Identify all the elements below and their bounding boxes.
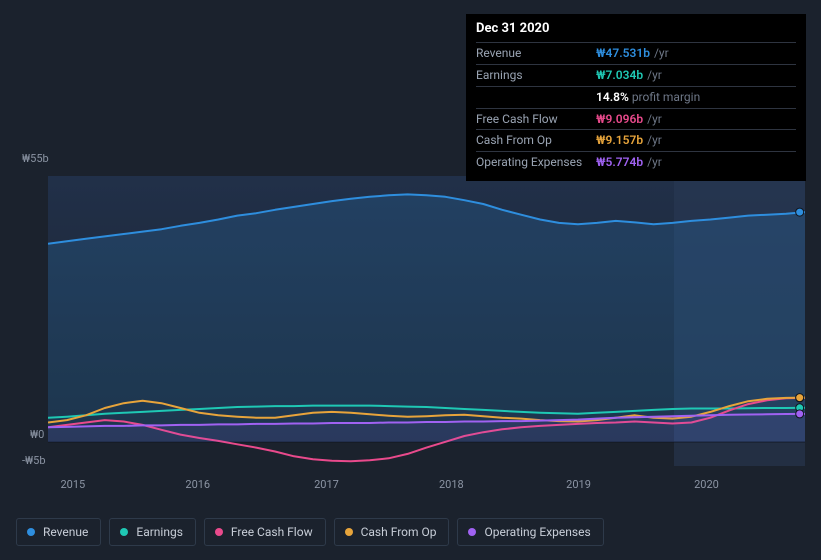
x-axis-label: 2017: [314, 478, 339, 491]
legend-label: Revenue: [43, 525, 88, 539]
tooltip-row-value: ₩9.096b/yr: [596, 111, 662, 128]
legend-dot-icon: [468, 528, 476, 536]
legend-label: Free Cash Flow: [231, 525, 313, 539]
legend-dot-icon: [215, 528, 223, 536]
x-axis-label: 2015: [60, 478, 85, 491]
legend-dot-icon: [27, 528, 35, 536]
x-axis-label: 2019: [566, 478, 591, 491]
legend-dot-icon: [120, 528, 128, 536]
tooltip-row: Operating Expenses₩5.774b/yr: [476, 151, 796, 173]
legend-revenue[interactable]: Revenue: [16, 518, 101, 546]
x-axis-label: 2018: [439, 478, 464, 491]
legend-dot-icon: [345, 528, 353, 536]
x-axis-label: 2016: [185, 478, 210, 491]
legend-fcf[interactable]: Free Cash Flow: [204, 518, 326, 546]
legend-cfop[interactable]: Cash From Op: [334, 518, 450, 546]
tooltip-row-value: ₩9.157b/yr: [596, 132, 662, 149]
tooltip-row: Earnings₩7.034b/yr: [476, 64, 796, 86]
legend-label: Operating Expenses: [484, 525, 590, 539]
tooltip-row: Cash From Op₩9.157b/yr: [476, 129, 796, 151]
tooltip-row-value: ₩47.531b/yr: [596, 45, 669, 62]
tooltip-row-sub: 14.8% profit margin: [596, 89, 796, 106]
chart: ₩55b ₩0 -₩5b 2015 2016 2017 2018 2019 2020: [0, 152, 821, 502]
y-axis-neg: -₩5b: [22, 454, 46, 467]
tooltip-panel: Dec 31 2020 Revenue₩47.531b/yrEarnings₩7…: [466, 14, 806, 181]
tooltip-row-label: Earnings: [476, 67, 596, 84]
tooltip-date: Dec 31 2020: [476, 20, 796, 38]
tooltip-row-label: Cash From Op: [476, 132, 596, 149]
tooltip-row-label: [476, 89, 596, 106]
tooltip-row: 14.8% profit margin: [476, 86, 796, 108]
x-axis-label: 2020: [694, 478, 719, 491]
legend: Revenue Earnings Free Cash Flow Cash From O…: [16, 518, 604, 546]
legend-opex[interactable]: Operating Expenses: [457, 518, 603, 546]
tooltip-row-label: Operating Expenses: [476, 154, 596, 171]
legend-earnings[interactable]: Earnings: [109, 518, 196, 546]
tooltip-row: Free Cash Flow₩9.096b/yr: [476, 108, 796, 130]
y-axis-zero: ₩0: [30, 428, 44, 441]
legend-label: Cash From Op: [361, 525, 437, 539]
tooltip-row-value: ₩7.034b/yr: [596, 67, 662, 84]
legend-label: Earnings: [136, 525, 183, 539]
tooltip-row: Revenue₩47.531b/yr: [476, 42, 796, 64]
tooltip-row-value: ₩5.774b/yr: [596, 154, 662, 171]
tooltip-row-label: Free Cash Flow: [476, 111, 596, 128]
y-axis-max: ₩55b: [22, 152, 49, 165]
chart-svg[interactable]: [48, 176, 805, 466]
tooltip-row-label: Revenue: [476, 45, 596, 62]
